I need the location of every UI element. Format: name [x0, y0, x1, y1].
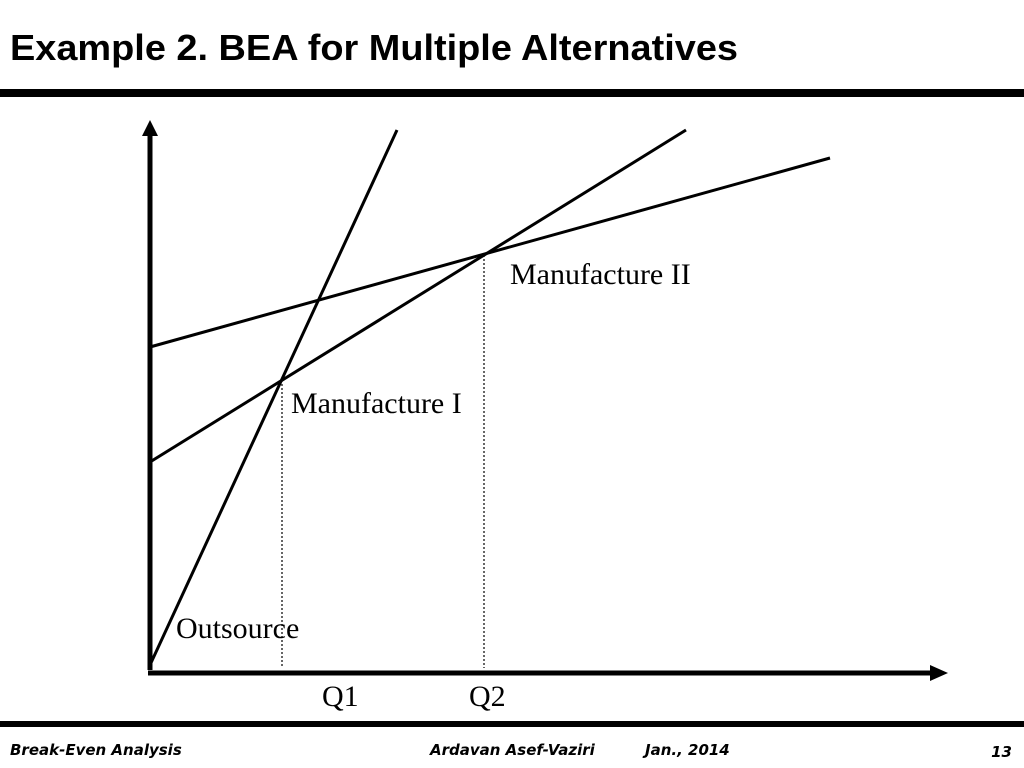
x-mark-label: Q1	[322, 680, 359, 713]
y-axis-arrow	[142, 120, 158, 136]
line-label: Outsource	[176, 612, 299, 645]
footer-rule	[0, 721, 1024, 727]
x-mark-label: Q2	[469, 680, 506, 713]
footer-author: Ardavan Asef-Vaziri	[429, 741, 596, 759]
line-label: Manufacture I	[291, 387, 462, 420]
slide-title: Example 2. BEA for Multiple Alternatives	[10, 27, 738, 68]
footer-date: Jan., 2014	[642, 741, 730, 759]
page-number: 13	[991, 743, 1012, 761]
manufacture-1-line	[149, 128, 687, 464]
title-rule	[0, 89, 1024, 97]
line-label: Manufacture II	[510, 258, 691, 291]
x-axis-arrow	[930, 665, 948, 681]
manufacture-2-line	[149, 156, 831, 349]
outsource-line	[148, 129, 399, 666]
footer-left: Break-Even Analysis	[10, 741, 182, 759]
